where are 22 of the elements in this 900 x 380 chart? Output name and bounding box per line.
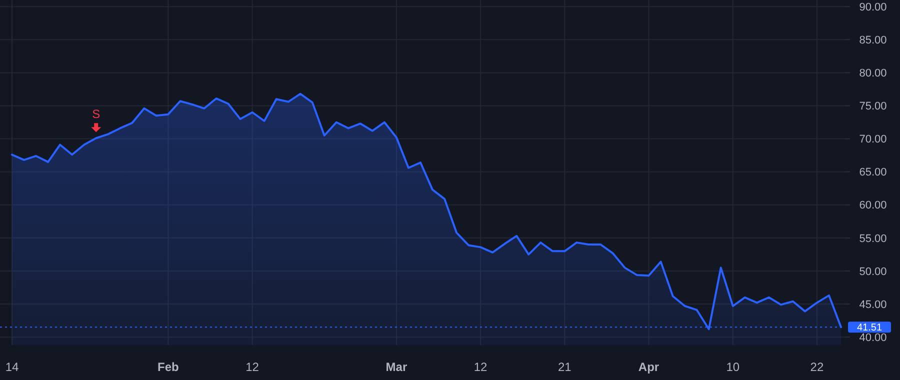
y-tick-label: 75.00	[859, 100, 887, 113]
x-tick-label: 10	[726, 360, 740, 374]
x-tick-label: 12	[474, 360, 488, 374]
x-tick-label: 22	[810, 360, 824, 374]
x-tick-label: 21	[558, 360, 572, 374]
x-tick-label: Feb	[158, 360, 179, 374]
y-tick-label: 45.00	[859, 298, 887, 311]
y-tick-label: 90.00	[859, 1, 887, 14]
x-tick-label: Mar	[386, 360, 408, 374]
y-tick-label: 85.00	[859, 34, 887, 47]
annotation: S	[92, 107, 100, 122]
y-tick-label: 55.00	[859, 232, 887, 245]
y-tick-label: 65.00	[859, 166, 887, 179]
y-tick-label: 80.00	[859, 68, 887, 80]
y-tick-label: 70.00	[859, 134, 887, 146]
y-tick-label: 40.00	[859, 332, 887, 344]
x-tick-label: Apr	[638, 360, 660, 374]
y-tick-label: 60.00	[859, 200, 887, 212]
x-tick-label: 14	[5, 360, 19, 374]
y-tick-label: 50.00	[859, 266, 887, 278]
x-tick-label: 12	[246, 360, 260, 374]
ref-line-label: 41.51	[856, 322, 882, 334]
